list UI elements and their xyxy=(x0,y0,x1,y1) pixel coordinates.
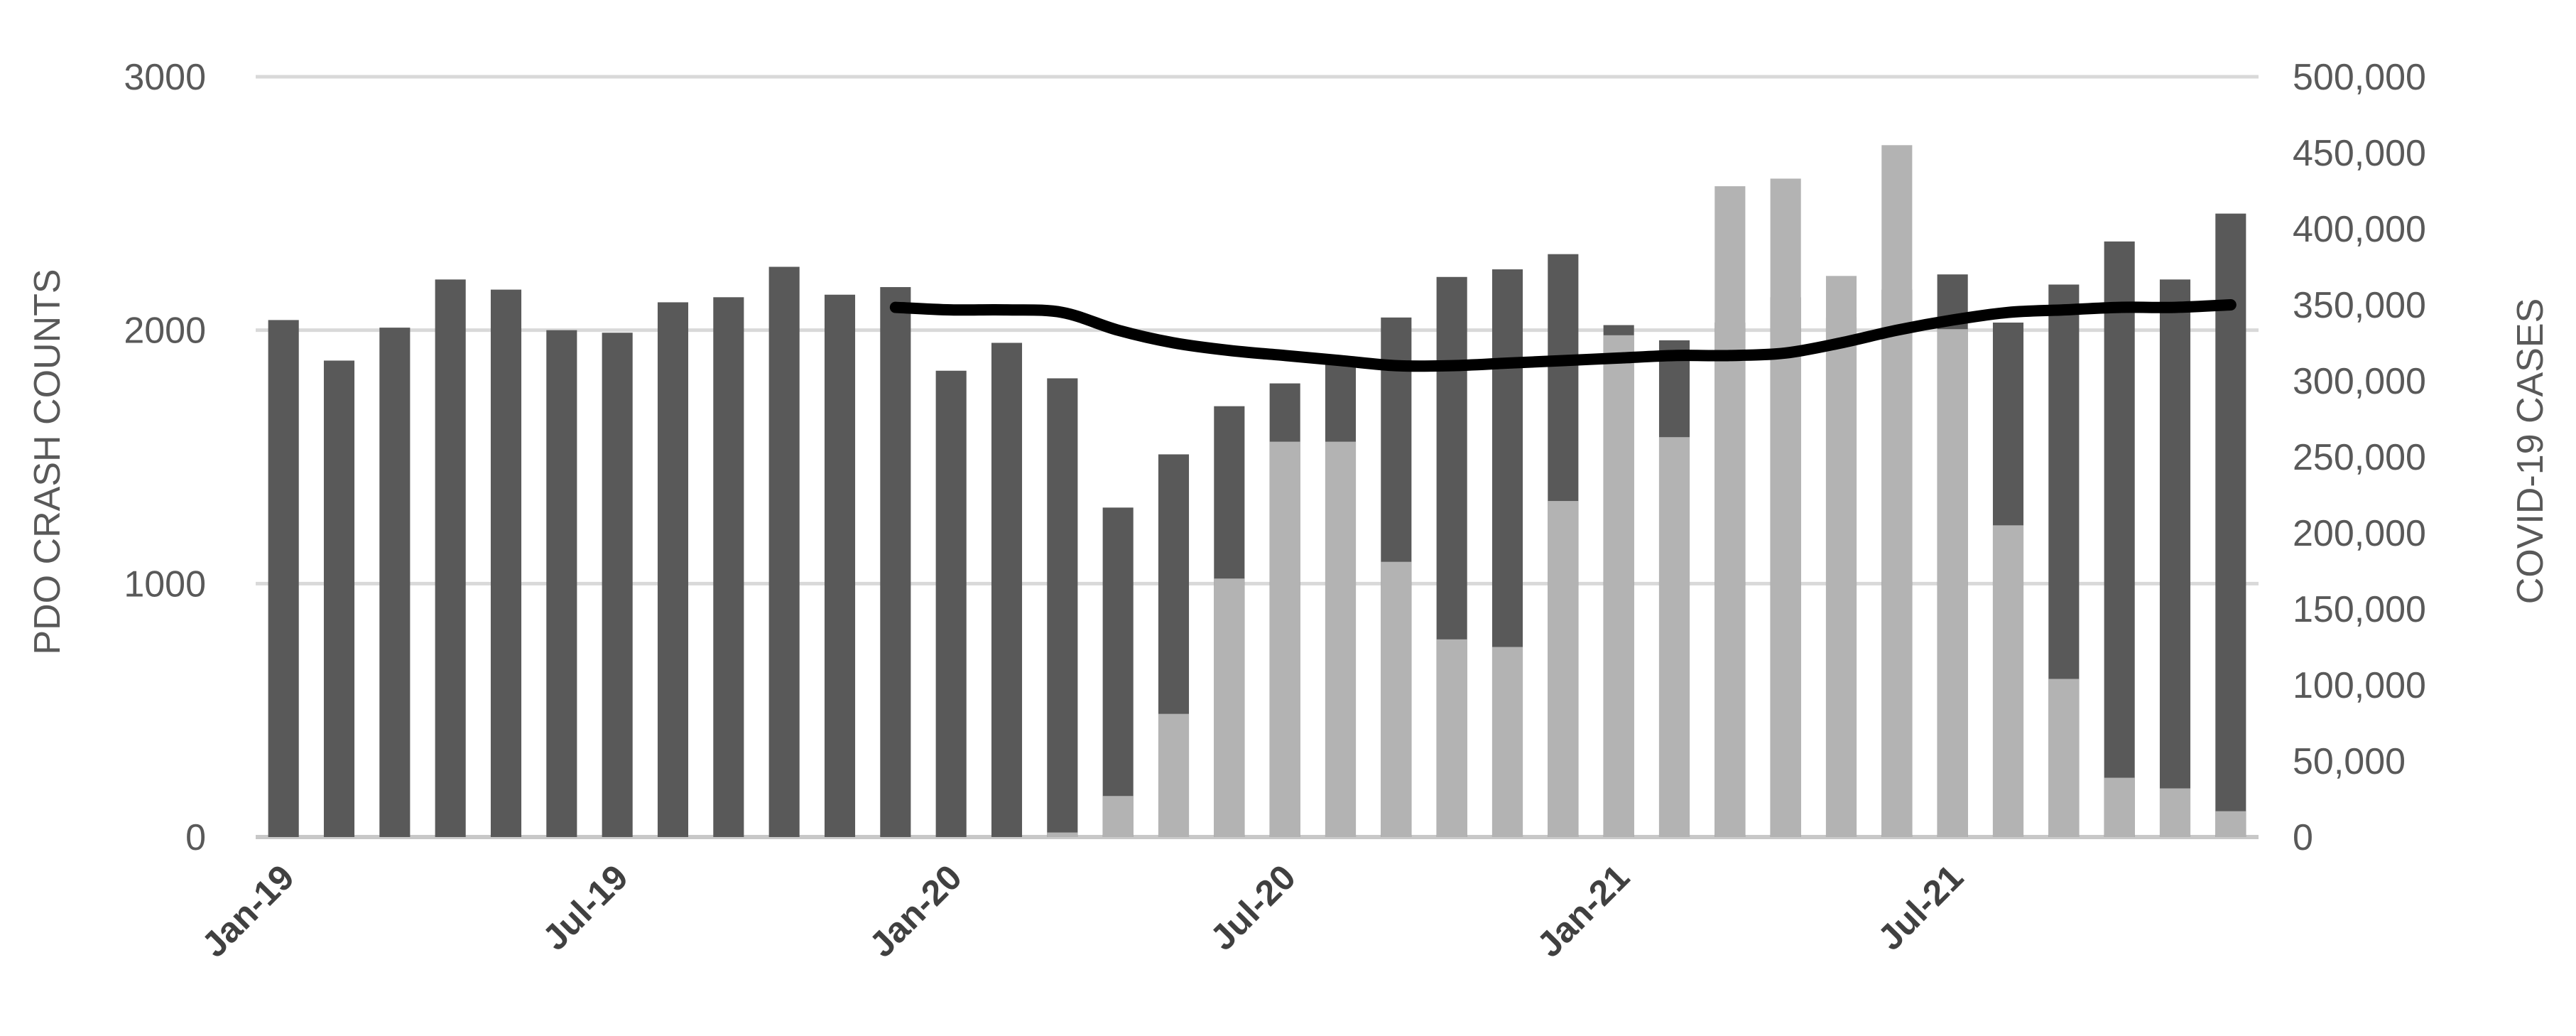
right-tick-label: 50,000 xyxy=(2293,741,2406,782)
crash-trend-line xyxy=(889,299,2237,372)
crash-trend-line-path xyxy=(889,299,2237,372)
covid-bar xyxy=(1881,145,1913,838)
x-axis-ticks: Jan-19 Jul-19 Jan-20 Jul-20 Jan-21 Jul-21 xyxy=(194,857,1971,965)
covid-bar xyxy=(1158,713,1190,837)
covid-bars xyxy=(1047,145,2246,838)
crash-bar xyxy=(2104,241,2135,837)
covid-bar xyxy=(1325,441,1357,837)
crash-bar xyxy=(2159,279,2191,837)
left-axis-title: PDO CRASH COUNTS xyxy=(27,269,68,654)
covid-bar xyxy=(2215,811,2246,837)
left-tick-label: 2000 xyxy=(124,311,206,352)
covid-bar xyxy=(1548,501,1579,837)
gridlines xyxy=(256,75,2259,839)
crash-bar xyxy=(490,289,522,838)
right-tick-label: 400,000 xyxy=(2293,209,2426,250)
crash-bar xyxy=(768,266,800,837)
covid-bar xyxy=(1102,796,1134,837)
covid-bar xyxy=(1714,186,1746,838)
left-tick-label: 0 xyxy=(185,817,206,858)
crash-bar xyxy=(268,320,299,837)
covid-bar xyxy=(1937,329,1968,837)
covid-bar xyxy=(1770,178,1801,837)
covid-bar xyxy=(1658,437,1690,837)
covid-bar xyxy=(1047,832,1078,837)
right-tick-label: 250,000 xyxy=(2293,437,2426,478)
right-axis-title: COVID-19 CASES xyxy=(2510,298,2551,605)
covid-bar xyxy=(2104,777,2135,837)
right-tick-label: 350,000 xyxy=(2293,285,2426,326)
right-tick-label: 300,000 xyxy=(2293,361,2426,402)
covid-bar xyxy=(1992,525,2024,837)
right-tick-label: 200,000 xyxy=(2293,513,2426,554)
x-tick-label: Jul-19 xyxy=(535,857,636,958)
x-tick-label: Jan-21 xyxy=(1529,857,1637,965)
x-tick-label: Jul-20 xyxy=(1202,857,1303,958)
left-tick-label: 3000 xyxy=(124,57,206,98)
right-tick-label: 0 xyxy=(2293,817,2313,858)
covid-bar xyxy=(1491,647,1523,837)
covid-bar xyxy=(1436,639,1467,837)
crash-bar xyxy=(379,328,411,838)
crash-bar xyxy=(713,297,744,837)
crash-bar xyxy=(2215,213,2246,838)
right-axis-ticks: 0 50,000 100,000 150,000 200,000 250,000 300,0… xyxy=(2293,57,2426,858)
covid-bar xyxy=(1381,561,1412,837)
crash-bar xyxy=(657,302,689,837)
right-tick-label: 100,000 xyxy=(2293,665,2426,706)
covid-bar xyxy=(1269,441,1300,837)
left-tick-label: 1000 xyxy=(124,563,206,605)
covid-bar xyxy=(1603,335,1634,837)
crash-bar xyxy=(880,287,911,837)
crash-bar xyxy=(546,330,577,838)
crash-bar xyxy=(435,279,466,837)
crash-bar xyxy=(1047,378,1078,837)
left-axis-ticks: 0 1000 2000 3000 xyxy=(124,57,206,858)
right-tick-label: 500,000 xyxy=(2293,57,2426,98)
crash-bar xyxy=(824,294,856,837)
crash-bar xyxy=(323,360,355,837)
covid-bar xyxy=(1214,578,1245,837)
crash-bar xyxy=(1102,507,1134,837)
crash-bar xyxy=(991,342,1023,837)
x-tick-label: Jul-21 xyxy=(1870,857,1971,958)
covid-bar xyxy=(2048,679,2080,837)
x-tick-label: Jan-19 xyxy=(194,857,302,965)
covid-bar xyxy=(1825,276,1857,838)
right-tick-label: 150,000 xyxy=(2293,589,2426,630)
right-tick-label: 450,000 xyxy=(2293,133,2426,174)
x-tick-label: Jan-20 xyxy=(862,857,969,965)
covid-bar xyxy=(2159,788,2191,837)
crash-bar xyxy=(602,333,633,837)
crash-bar xyxy=(935,370,967,837)
